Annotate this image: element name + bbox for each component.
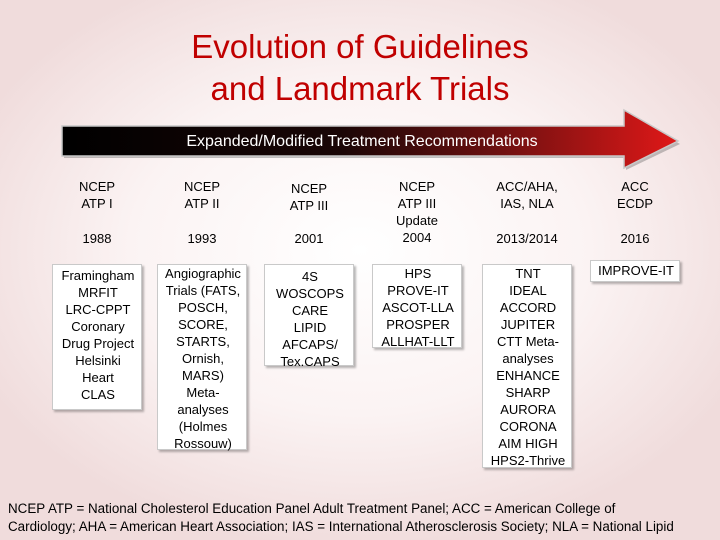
- column-header: NCEP ATP I: [78, 179, 116, 211]
- trial-list: Framingham MRFIT LRC-CPPT Coronary Drug Pr…: [61, 268, 135, 402]
- column-year: 1993: [187, 231, 217, 246]
- trial-list: TNT IDEAL ACCORD JUPITER CTT Meta-analyses…: [490, 266, 566, 468]
- column-year: 2016: [620, 231, 650, 246]
- column-year: 2013/2014: [496, 231, 558, 246]
- timeline-arrow: [61, 108, 680, 170]
- column-header: ACC/AHA, IAS, NLA: [496, 179, 558, 211]
- trials-box: Angiographic Trials (FATS, POSCH, SCORE, S…: [157, 264, 247, 451]
- slide-title: Evolution of Guidelines and Landmark Tri…: [0, 26, 720, 110]
- abbreviation-footnote: NCEP ATP = National Cholesterol Educatio…: [8, 501, 674, 534]
- trials-box: IMPROVE-IT: [590, 260, 680, 282]
- trial-list: Angiographic Trials (FATS, POSCH, SCORE, S…: [165, 266, 241, 451]
- column-header: NCEP ATP II: [183, 179, 221, 211]
- title-line-1: Evolution of Guidelines: [191, 28, 529, 65]
- trials-box: HPS PROVE-IT ASCOT-LLA PROSPER ALLHAT-LLT: [372, 264, 462, 349]
- column-header: NCEP ATP III: [289, 181, 329, 213]
- column-year: 1988: [82, 231, 112, 246]
- trial-list: 4S WOSCOPS CARE LIPID AFCAPS/Tex.CAPS: [276, 269, 344, 369]
- arrow-label: Expanded/Modified Treatment Recommendati…: [186, 133, 538, 150]
- trials-box: Framingham MRFIT LRC-CPPT Coronary Drug Pr…: [52, 264, 142, 410]
- trial-list: HPS PROVE-IT ASCOT-LLA PROSPER ALLHAT-LLT: [381, 266, 455, 349]
- column-header: NCEP ATP III Update 2004: [396, 179, 438, 245]
- column-header: ACC ECDP: [616, 179, 654, 211]
- trials-box: TNT IDEAL ACCORD JUPITER CTT Meta-analyses…: [482, 264, 572, 468]
- trials-box: 4S WOSCOPS CARE LIPID AFCAPS/Tex.CAPS: [264, 264, 354, 369]
- title-line-2: and Landmark Trials: [210, 70, 510, 107]
- trial-list: IMPROVE-IT: [598, 263, 674, 278]
- column-year: 2001: [294, 231, 324, 246]
